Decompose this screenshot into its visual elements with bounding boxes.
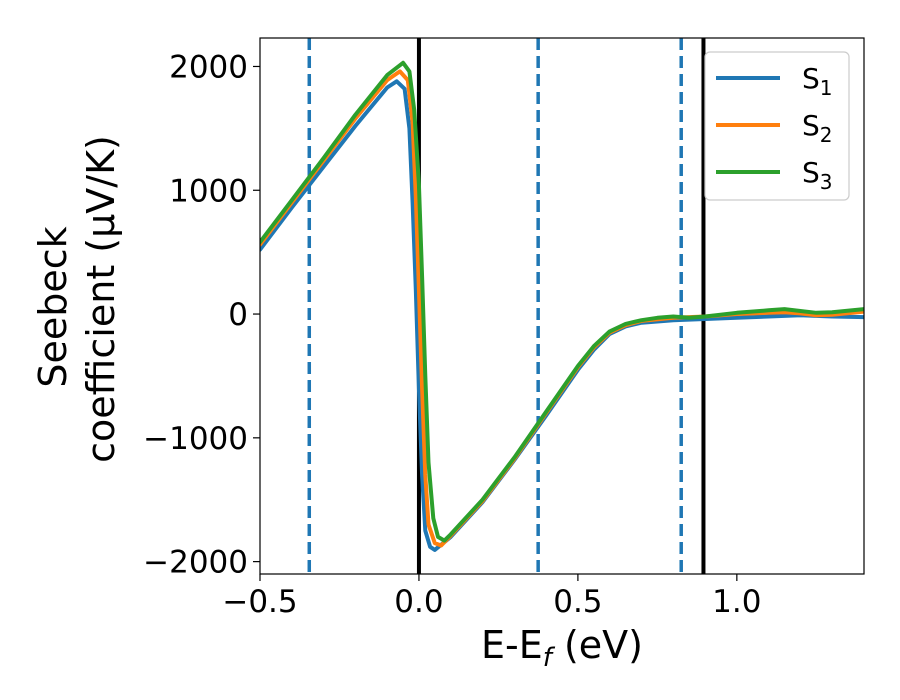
series-lines [260,60,864,552]
y-axis: −2000 −1000 0 1000 2000 [143,49,260,581]
y-axis-title-line2: coefficient (μV/K) [79,135,123,463]
y-axis-title-line1: Seebeck [31,226,75,387]
y-tick-label: 2000 [169,49,248,85]
legend-label-s3: S3 [802,156,833,194]
legend-label-s2: S2 [802,109,833,147]
series-line-s3 [260,60,864,543]
x-axis: −0.5 0.0 0.5 1.0 [222,574,761,620]
y-tick-label: −1000 [143,421,248,457]
plot-frame [259,37,865,575]
legend: S1 S2 S3 [704,51,850,201]
x-axis-title: E-Ef (eV) [481,623,643,673]
x-tick-label: 1.0 [712,584,761,620]
y-tick-label: 0 [228,297,248,333]
legend-label-s1: S1 [802,62,833,100]
x-tick-label: 0.0 [394,584,443,620]
y-tick-label: −2000 [143,545,248,581]
y-tick-label: 1000 [169,173,248,209]
x-tick-label: 0.5 [553,584,602,620]
x-tick-label: −0.5 [222,584,297,620]
